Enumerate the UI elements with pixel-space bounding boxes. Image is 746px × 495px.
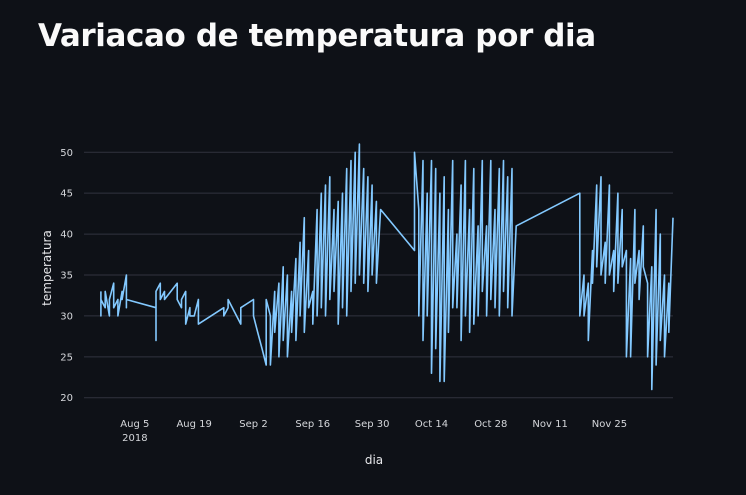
x-tick-label: Aug 5 [120, 419, 149, 430]
x-tick-label: Nov 25 [592, 419, 627, 430]
x-tick-label: Aug 19 [176, 419, 211, 430]
x-tick-label: Sep 30 [355, 419, 390, 430]
x-tick-labels: Aug 5 2018 Aug 19 Sep 2 Sep 16 Sep 30 Oct 14 Oc… [120, 419, 627, 444]
page-title: Variacao de temperatura por dia [38, 18, 596, 54]
y-tick-label: 25 [60, 352, 73, 363]
y-tick-label: 20 [60, 393, 73, 404]
y-tick-label: 45 [60, 189, 73, 200]
grid-layer [84, 151, 673, 399]
x-tick-label: Sep 2 [239, 419, 267, 430]
temperature-series-line[interactable] [100, 143, 674, 391]
y-axis-title: temperatura [40, 230, 54, 306]
x-tick-label: Oct 28 [474, 419, 507, 430]
x-tick-label: Oct 14 [415, 419, 448, 430]
line-layer [100, 143, 674, 391]
x-tick-label: Sep 16 [295, 419, 330, 430]
y-tick-label: 50 [60, 148, 73, 159]
y-tick-label: 35 [60, 271, 73, 282]
x-tick-label: Nov 11 [532, 419, 567, 430]
y-tick-label: 40 [60, 230, 73, 241]
y-tick-label: 30 [60, 311, 73, 322]
x-axis-title: dia [365, 453, 383, 467]
x-tick-sublabel: 2018 [122, 433, 147, 444]
y-tick-labels: 20 25 30 35 40 45 50 [60, 148, 73, 404]
